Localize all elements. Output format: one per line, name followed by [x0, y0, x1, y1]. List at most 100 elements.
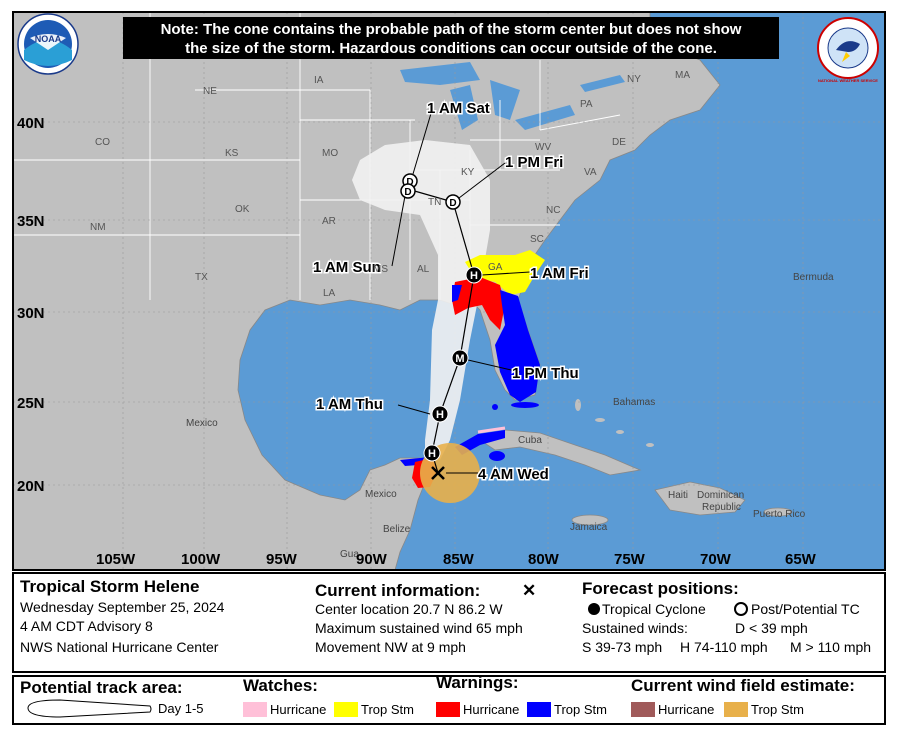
- swatch-hurricane-wind: [631, 702, 655, 717]
- info-panel: [12, 572, 886, 673]
- warnings-heading: Warnings:: [436, 673, 518, 692]
- marker-current-position: [431, 466, 445, 480]
- s-category: S 39-73 mph: [582, 639, 662, 655]
- marker-h-thu-am: H: [431, 405, 449, 423]
- svg-text:90W: 90W: [356, 551, 388, 568]
- svg-text:OK: OK: [235, 204, 250, 215]
- svg-text:Republic: Republic: [702, 502, 741, 513]
- svg-text:TN: TN: [428, 197, 441, 208]
- leader-lines: [391, 109, 531, 474]
- latitude-labels: 40N 35N 30N 25N 20N: [17, 115, 45, 495]
- label-ts-warning: Trop Stm: [554, 702, 607, 717]
- svg-text:Belize: Belize: [383, 524, 411, 535]
- current-movement: Movement NW at 9 mph: [315, 639, 466, 655]
- map-border: [12, 11, 886, 571]
- label-1am-sun: 1 AM Sun: [313, 259, 381, 276]
- svg-text:SC: SC: [530, 234, 544, 245]
- svg-text:95W: 95W: [266, 551, 298, 568]
- svg-text:Puerto Rico: Puerto Rico: [753, 509, 806, 520]
- svg-text:MS: MS: [373, 264, 388, 275]
- svg-text:KY: KY: [461, 167, 475, 178]
- swatch-ts-wind: [724, 702, 748, 717]
- isle-of-youth-warning: [489, 451, 505, 461]
- label-1am-sat: 1 AM Sat: [427, 100, 490, 117]
- svg-text:H: H: [428, 448, 436, 460]
- note-line-2: the size of the storm. Hazardous conditi…: [185, 40, 717, 57]
- current-info-symbol: ✕: [522, 581, 536, 600]
- note-box: [123, 17, 779, 59]
- svg-text:35N: 35N: [17, 213, 45, 230]
- noaa-logo: NOAA: [17, 13, 79, 75]
- current-info-heading: Current information:: [315, 581, 480, 600]
- svg-text:TX: TX: [195, 272, 208, 283]
- ts-warning-area: [452, 285, 540, 402]
- storm-source: NWS National Hurricane Center: [20, 639, 219, 655]
- state-labels: NE IA CO KS MO OK AR NM TX LA AL MS TN K…: [90, 70, 690, 299]
- ts-warning-island: [492, 404, 498, 410]
- label-1am-fri: 1 AM Fri: [530, 265, 589, 282]
- svg-text:100W: 100W: [181, 551, 221, 568]
- hispaniola-land: [654, 481, 746, 516]
- bahamas-islands: [575, 399, 654, 447]
- forecast-heading: Forecast positions:: [582, 579, 739, 598]
- svg-text:KS: KS: [225, 148, 239, 159]
- tc-symbol: [588, 603, 600, 615]
- swatch-hurricane-warning: [436, 702, 460, 717]
- ts-watch-area: [465, 250, 545, 295]
- svg-text:105W: 105W: [96, 551, 136, 568]
- h-category: H 74-110 mph: [680, 639, 768, 655]
- svg-text:M: M: [455, 353, 464, 365]
- label-hurricane-wind: Hurricane: [658, 702, 714, 717]
- svg-text:NM: NM: [90, 222, 106, 233]
- jamaica-land: [571, 514, 609, 526]
- svg-text:NOAA: NOAA: [35, 34, 62, 44]
- nws-logo: NATIONAL WEATHER SERVICE: [817, 17, 879, 83]
- watches-heading: Watches:: [243, 676, 318, 695]
- svg-text:IA: IA: [314, 75, 324, 86]
- label-1am-thu: 1 AM Thu: [316, 396, 383, 413]
- svg-text:20N: 20N: [17, 478, 45, 495]
- svg-text:WV: WV: [535, 142, 551, 153]
- graticule: [13, 12, 885, 570]
- svg-text:40N: 40N: [17, 115, 45, 132]
- marker-h-wed-pm: H: [423, 444, 441, 462]
- storm-advisory: 4 AM CDT Advisory 8: [20, 618, 153, 634]
- svg-text:D: D: [406, 177, 413, 188]
- svg-text:AR: AR: [322, 216, 336, 227]
- tc-label: Tropical Cyclone: [602, 601, 706, 617]
- swatch-ts-warning: [527, 702, 551, 717]
- track-heading: Potential track area:: [20, 678, 183, 697]
- svg-text:CO: CO: [95, 137, 110, 148]
- svg-text:Bahamas: Bahamas: [613, 397, 655, 408]
- storm-date: Wednesday September 25, 2024: [20, 599, 225, 615]
- svg-text:Mexico: Mexico: [186, 418, 218, 429]
- label-ts-wind: Trop Stm: [751, 702, 804, 717]
- puerto-rico-land: [763, 507, 793, 517]
- svg-text:NY: NY: [627, 74, 641, 85]
- hurricane-warning-area: [452, 277, 505, 330]
- svg-text:Cuba: Cuba: [518, 435, 542, 446]
- svg-text:75W: 75W: [614, 551, 646, 568]
- svg-text:D: D: [404, 187, 411, 198]
- svg-text:Dominican: Dominican: [697, 490, 744, 501]
- marker-m-thu-pm: M: [451, 349, 469, 367]
- svg-text:DE: DE: [612, 137, 626, 148]
- swatch-ts-watch: [334, 702, 358, 717]
- svg-text:NC: NC: [546, 205, 560, 216]
- post-tc-symbol: [734, 602, 748, 616]
- marker-h-fri-am: H: [465, 266, 483, 284]
- label-hurricane-warning: Hurricane: [463, 702, 519, 717]
- svg-text:30N: 30N: [17, 305, 45, 322]
- wind-field-heading: Current wind field estimate:: [631, 676, 855, 695]
- svg-text:VA: VA: [584, 167, 597, 178]
- current-wind: Maximum sustained wind 65 mph: [315, 620, 523, 636]
- svg-text:Haiti: Haiti: [668, 490, 688, 501]
- longitude-labels: 105W 100W 95W 90W 85W 80W 75W 70W 65W: [96, 551, 817, 568]
- current-location: Center location 20.7 N 86.2 W: [315, 601, 503, 617]
- m-category: M > 110 mph: [790, 639, 871, 655]
- svg-text:MA: MA: [675, 70, 690, 81]
- ts-warning-keys: [511, 402, 539, 408]
- svg-text:PA: PA: [580, 99, 593, 110]
- svg-text:GA: GA: [488, 262, 503, 273]
